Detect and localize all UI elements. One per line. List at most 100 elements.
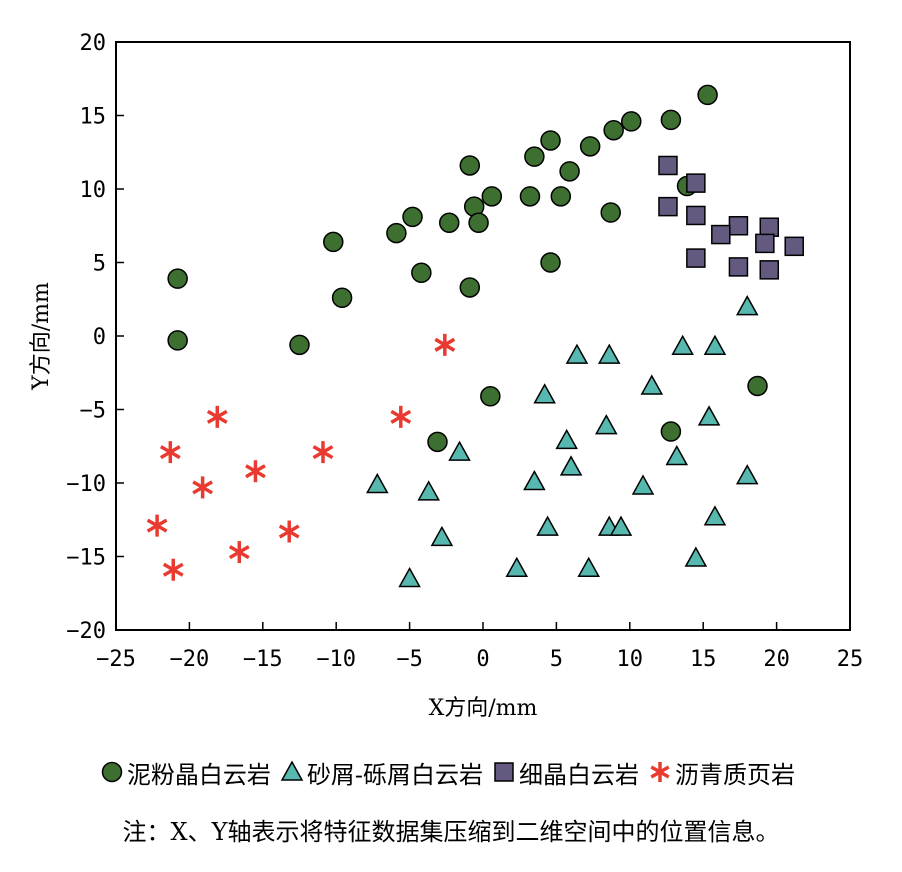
point-circle [621, 111, 642, 132]
legend-label: 泥粉晶白云岩 [126, 760, 271, 789]
point-circle [386, 222, 407, 244]
circle-marker-icon [101, 761, 123, 783]
y-tick-label: 5 [93, 252, 106, 277]
legend-item-shale: 沥青质页岩 [647, 755, 795, 790]
point-triangle [577, 556, 600, 578]
point-triangle [735, 464, 759, 485]
legend-label: 细晶白云岩 [519, 760, 640, 789]
series-square [658, 155, 804, 280]
point-circle [540, 130, 561, 151]
point-square [755, 233, 775, 254]
triangle-marker-icon [280, 760, 304, 781]
axes: −25 −20 −15 −10 −5 0 5 10 15 20 25 20 15 10 5 0 −5 −10 −15… [66, 31, 863, 672]
point-triangle [609, 515, 633, 536]
point-square [686, 173, 706, 193]
point-asterisk [312, 441, 334, 464]
y-tick-label: −20 [66, 619, 106, 644]
point-circle [167, 268, 188, 289]
point-triangle [565, 343, 589, 364]
x-tick-label: 25 [837, 647, 864, 672]
point-circle [697, 84, 718, 106]
point-circle [331, 287, 353, 309]
point-circle [579, 136, 601, 157]
x-tick-label: −15 [243, 647, 283, 672]
point-square [759, 217, 780, 237]
legend-item-finecrystal: 细晶白云岩 [491, 755, 639, 790]
point-square [658, 196, 678, 217]
point-asterisk [206, 405, 228, 428]
point-triangle [640, 374, 664, 395]
point-circle [289, 334, 310, 356]
point-square [728, 257, 749, 277]
y-tick-label: 0 [93, 325, 106, 350]
point-triangle [523, 469, 546, 491]
point-asterisk [146, 514, 168, 537]
point-triangle [597, 343, 621, 364]
y-tick-label: 15 [80, 105, 107, 130]
point-triangle [398, 567, 421, 588]
point-triangle [430, 525, 454, 547]
legend: 泥粉晶白云岩 砂屑-砾屑白云岩 细晶白云岩 沥青质页岩 [0, 752, 902, 792]
point-circle [438, 212, 460, 234]
point-circle [559, 161, 580, 182]
x-tick-label: 20 [763, 647, 790, 672]
series-triangle [366, 295, 759, 588]
point-circle [411, 262, 432, 284]
point-square [728, 216, 749, 236]
x-tick-label: 10 [617, 647, 644, 672]
x-tick-label: −20 [170, 647, 210, 672]
series-circle [167, 84, 768, 453]
y-tick-label: 10 [80, 178, 107, 203]
point-circle [480, 386, 501, 407]
x-tick-label: 15 [690, 647, 717, 672]
point-triangle [536, 515, 559, 536]
point-circle [402, 206, 423, 228]
y-tick-label: −15 [66, 546, 106, 571]
y-tick-label: −5 [80, 399, 107, 424]
x-tick-label: −25 [96, 647, 136, 672]
point-square [759, 260, 780, 280]
square-marker-icon [494, 762, 514, 782]
point-circle [600, 202, 621, 223]
point-circle [540, 252, 561, 273]
point-triangle [703, 505, 727, 526]
point-asterisk [228, 541, 250, 564]
point-circle [603, 119, 624, 141]
point-circle [468, 212, 489, 234]
point-triangle [559, 455, 583, 476]
point-triangle [448, 440, 471, 461]
point-triangle [697, 405, 721, 426]
point-triangle [555, 428, 578, 450]
legend-item-grainstone: 砂屑-砾屑白云岩 [279, 755, 483, 790]
scatter-chart: −25 −20 −15 −10 −5 0 5 10 15 20 25 20 15 10 5 0 −5 −10 −15… [29, 31, 863, 721]
point-asterisk [245, 460, 266, 483]
y-tick-label: 20 [80, 31, 107, 56]
point-triangle [631, 474, 655, 495]
figure-note: 注：X、Y轴表示将特征数据集压缩到二维空间中的位置信息。 [122, 818, 780, 846]
x-tick-label: −10 [316, 647, 356, 672]
point-triangle [533, 383, 556, 404]
point-asterisk [434, 333, 456, 356]
point-triangle [671, 334, 694, 356]
x-tick-label: 0 [476, 647, 489, 672]
point-asterisk [159, 441, 181, 464]
point-triangle [366, 472, 389, 494]
point-circle [167, 330, 188, 351]
asterisk-marker-icon [650, 762, 670, 782]
point-asterisk [162, 558, 184, 581]
point-square [686, 205, 706, 226]
point-circle [323, 231, 344, 253]
point-triangle [505, 556, 529, 578]
point-circle [660, 109, 682, 131]
legend-label: 沥青质页岩 [675, 760, 796, 789]
plot-frame [115, 41, 851, 631]
point-circle [747, 375, 768, 397]
point-triangle [417, 480, 440, 501]
point-triangle [735, 295, 759, 316]
legend-item-mudstone: 泥粉晶白云岩 [99, 755, 271, 790]
point-circle [481, 186, 503, 207]
y-axis-title: Y方向/mm [29, 282, 54, 391]
x-tick-label: 5 [550, 647, 563, 672]
point-circle [524, 146, 545, 167]
point-circle [660, 421, 682, 442]
